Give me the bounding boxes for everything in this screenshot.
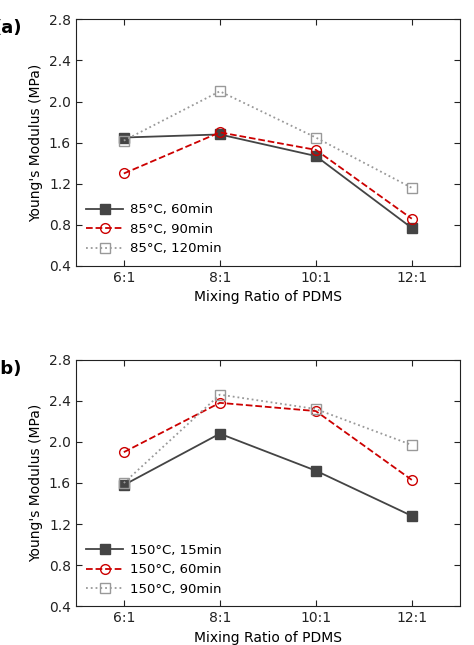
150°C, 90min xyxy=(313,405,319,413)
150°C, 15min xyxy=(217,430,223,437)
150°C, 60min xyxy=(217,399,223,407)
Text: (a): (a) xyxy=(0,19,22,37)
85°C, 120min xyxy=(121,137,127,144)
85°C, 120min xyxy=(217,88,223,95)
Legend: 150°C, 15min, 150°C, 60min, 150°C, 90min: 150°C, 15min, 150°C, 60min, 150°C, 90min xyxy=(82,540,226,600)
85°C, 90min xyxy=(217,128,223,136)
150°C, 60min xyxy=(121,448,127,456)
Line: 85°C, 90min: 85°C, 90min xyxy=(119,128,417,224)
Line: 150°C, 60min: 150°C, 60min xyxy=(119,398,417,485)
85°C, 60min xyxy=(217,130,223,138)
150°C, 90min xyxy=(121,479,127,487)
150°C, 60min xyxy=(409,476,415,484)
Legend: 85°C, 60min, 85°C, 90min, 85°C, 120min: 85°C, 60min, 85°C, 90min, 85°C, 120min xyxy=(82,199,226,259)
150°C, 60min xyxy=(313,407,319,415)
150°C, 15min xyxy=(313,467,319,475)
Y-axis label: Young's Modulus (MPa): Young's Modulus (MPa) xyxy=(29,64,43,222)
85°C, 90min xyxy=(313,146,319,154)
85°C, 90min xyxy=(121,170,127,177)
Y-axis label: Young's Modulus (MPa): Young's Modulus (MPa) xyxy=(29,404,43,562)
85°C, 60min xyxy=(409,224,415,232)
85°C, 120min xyxy=(313,134,319,141)
150°C, 15min xyxy=(121,481,127,489)
85°C, 120min xyxy=(409,184,415,192)
85°C, 60min xyxy=(313,152,319,160)
150°C, 15min xyxy=(409,512,415,520)
85°C, 90min xyxy=(409,215,415,223)
Line: 150°C, 90min: 150°C, 90min xyxy=(119,390,417,488)
X-axis label: Mixing Ratio of PDMS: Mixing Ratio of PDMS xyxy=(194,631,342,645)
Line: 85°C, 120min: 85°C, 120min xyxy=(119,86,417,193)
X-axis label: Mixing Ratio of PDMS: Mixing Ratio of PDMS xyxy=(194,290,342,304)
85°C, 60min xyxy=(121,134,127,141)
150°C, 90min xyxy=(217,391,223,399)
Text: (b): (b) xyxy=(0,360,22,378)
150°C, 90min xyxy=(409,441,415,449)
Line: 85°C, 60min: 85°C, 60min xyxy=(119,130,417,233)
Line: 150°C, 15min: 150°C, 15min xyxy=(119,429,417,521)
